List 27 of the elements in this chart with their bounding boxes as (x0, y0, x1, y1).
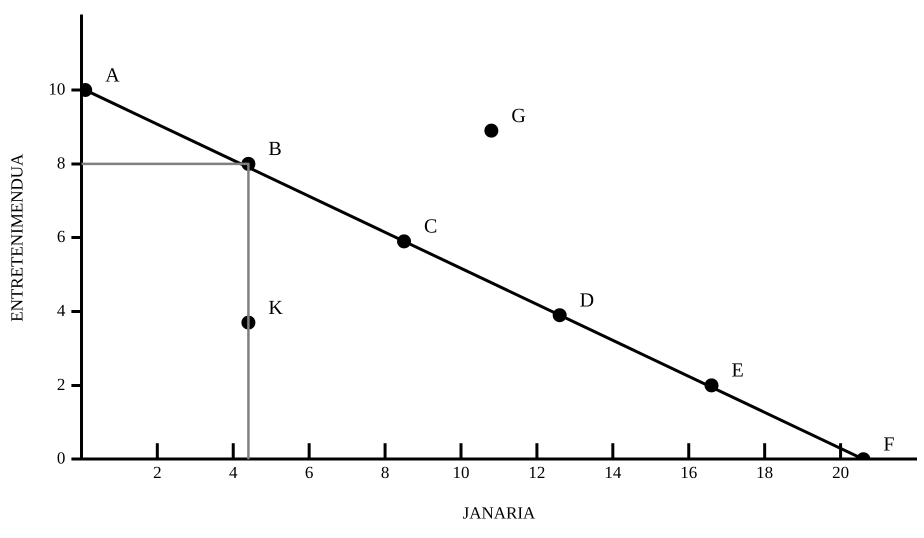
annotation: K (268, 296, 284, 319)
x-tick-label: 16 (680, 462, 698, 482)
x-tick-label: 8 (380, 462, 390, 482)
x-tick-label: 20 (832, 462, 850, 482)
y-tick-label: 4 (56, 301, 66, 320)
y-axis-title: ENTRETENIMENDUA (8, 152, 27, 322)
x-tick-label: 14 (604, 462, 622, 482)
annotation: F (883, 433, 894, 456)
annotation: C (424, 216, 438, 238)
annotation: D (580, 289, 594, 312)
y-tick-label: 8 (56, 153, 66, 172)
point (484, 124, 498, 138)
x-tick-label: 4 (228, 462, 238, 482)
x-axis-title: JANARIA (462, 503, 536, 522)
x-tick-label: 10 (452, 462, 470, 482)
y-tick-label: 10 (48, 80, 66, 98)
annotation: A (105, 64, 120, 86)
annotation: E (732, 360, 744, 382)
x-tick-label: 6 (304, 462, 314, 482)
x-tick-label: 2 (153, 462, 162, 482)
y-tick-label: 0 (56, 448, 66, 468)
annotation: G (511, 104, 526, 127)
y-tick-label: 6 (56, 227, 66, 246)
x-tick-label: 12 (528, 462, 546, 482)
x-tick-label: 18 (756, 462, 774, 482)
y-tick-label: 2 (56, 374, 66, 394)
annotation: B (268, 138, 282, 160)
